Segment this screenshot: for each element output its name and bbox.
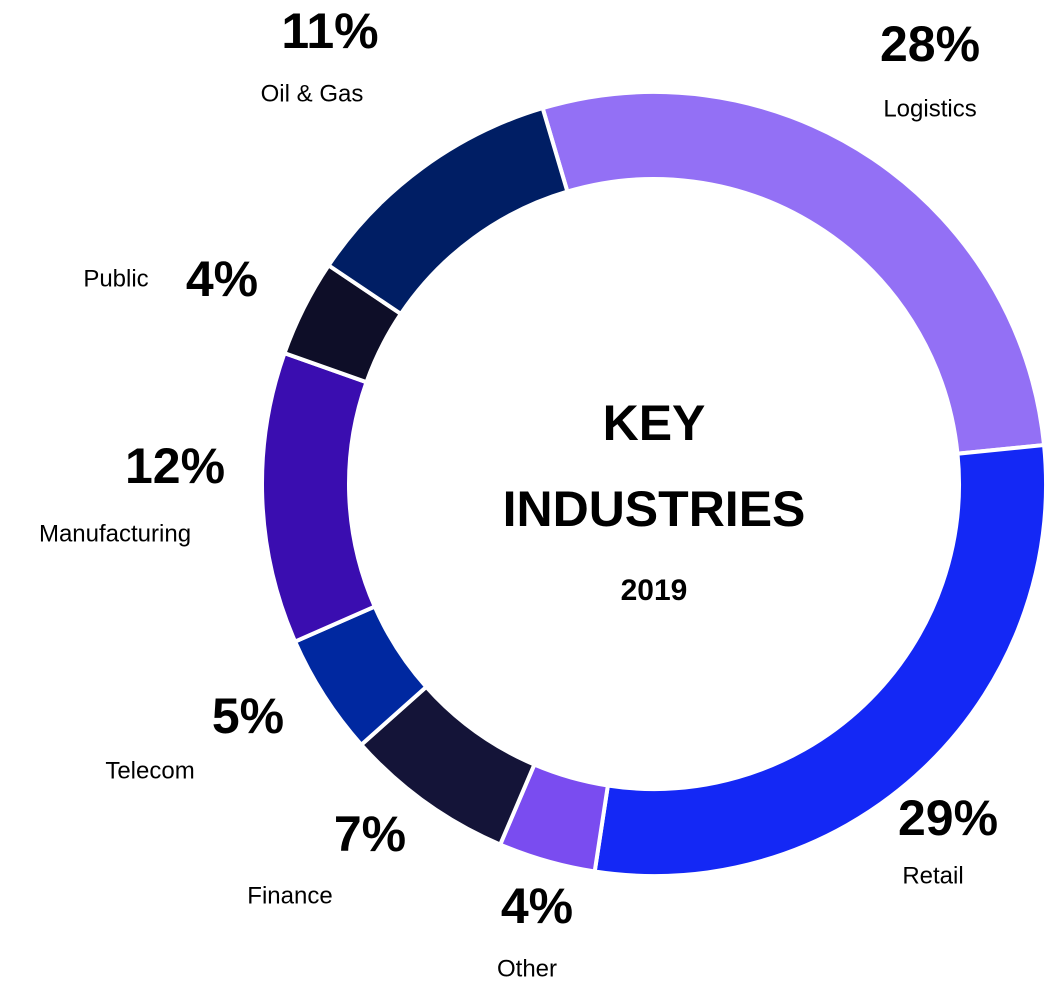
- value-label: 7%: [334, 806, 406, 862]
- category-label: Oil & Gas: [261, 80, 364, 107]
- center-label: KEY INDUSTRIES 2019: [494, 380, 814, 608]
- category-label: Other: [497, 955, 557, 982]
- chart-subtitle: 2019: [620, 574, 688, 607]
- value-label: 4%: [186, 251, 258, 307]
- category-label: Telecom: [105, 757, 194, 784]
- value-label: 12%: [125, 438, 225, 494]
- donut-slice: [540, 90, 1047, 456]
- category-label: Manufacturing: [39, 520, 191, 547]
- value-label: 5%: [212, 688, 284, 744]
- category-label: Finance: [247, 882, 332, 909]
- donut-slice: [592, 442, 1048, 878]
- value-label: 11%: [281, 3, 378, 59]
- value-label: 28%: [880, 16, 980, 72]
- value-label: 29%: [898, 790, 998, 846]
- donut-slice: [325, 105, 570, 317]
- category-label: Retail: [902, 862, 963, 889]
- value-label: 4%: [501, 878, 573, 934]
- category-label: Public: [83, 265, 148, 292]
- category-label: Logistics: [883, 95, 976, 122]
- donut-slice: [260, 350, 378, 645]
- chart-title: KEY INDUSTRIES: [502, 395, 806, 537]
